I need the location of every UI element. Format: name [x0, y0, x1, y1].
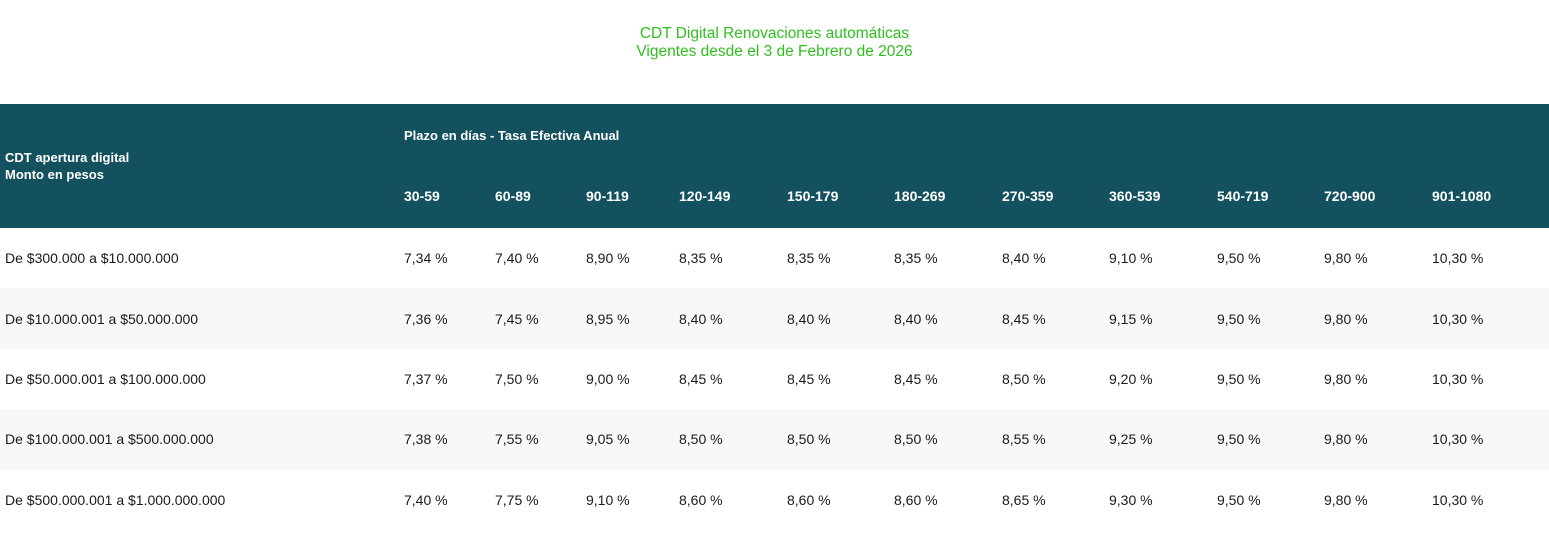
- term-header-cell: 720-900: [1324, 166, 1432, 228]
- rate-cell: 7,38 %: [404, 409, 495, 470]
- term-header-cell: 540-719: [1217, 166, 1324, 228]
- term-header-cell: 180-269: [894, 166, 1002, 228]
- rate-cell: 8,40 %: [894, 288, 1002, 349]
- rate-cell: 7,40 %: [404, 469, 495, 530]
- rate-cell: 9,30 %: [1109, 469, 1217, 530]
- rate-cell: 7,75 %: [495, 469, 586, 530]
- table-row: De $100.000.001 a $500.000.000 7,38 % 7,55…: [0, 409, 1549, 470]
- rate-cell: 8,35 %: [679, 228, 787, 289]
- rate-cell: 8,45 %: [787, 348, 894, 410]
- term-header-row: 30-59 60-89 90-119 120-149 150-179 180-269 270…: [0, 166, 1549, 228]
- rate-cell: 9,50 %: [1217, 409, 1324, 470]
- rate-cell: 8,40 %: [787, 288, 894, 349]
- rate-cell: 9,50 %: [1217, 228, 1324, 289]
- rate-cell: 9,80 %: [1324, 348, 1432, 410]
- table-row: De $300.000 a $10.000.000 7,34 % 7,40 % 8,9…: [0, 228, 1549, 289]
- term-header-cell: 270-359: [1002, 166, 1109, 228]
- term-header-cell: 30-59: [404, 166, 495, 228]
- rate-cell: 10,30 %: [1432, 348, 1549, 410]
- rate-cell: 8,45 %: [894, 348, 1002, 410]
- rate-cell: 9,25 %: [1109, 409, 1217, 470]
- rate-cell: 8,65 %: [1002, 469, 1109, 530]
- cdt-rates-table: CDT apertura digital Monto en pesos Plaz…: [0, 104, 1549, 530]
- rate-cell: 10,30 %: [1432, 409, 1549, 470]
- rate-cell: 7,45 %: [495, 288, 586, 349]
- rate-cell: 9,00 %: [586, 348, 679, 410]
- rate-cell: 8,45 %: [679, 348, 787, 410]
- term-header-cell: 120-149: [679, 166, 787, 228]
- rate-cell: 7,40 %: [495, 228, 586, 289]
- rate-cell: 9,20 %: [1109, 348, 1217, 410]
- rate-cell: 8,90 %: [586, 228, 679, 289]
- rate-cell: 8,35 %: [894, 228, 1002, 289]
- rate-cell: 8,95 %: [586, 288, 679, 349]
- rate-cell: 9,10 %: [586, 469, 679, 530]
- amount-range-cell: De $300.000 a $10.000.000: [0, 228, 404, 289]
- rate-cell: 8,55 %: [1002, 409, 1109, 470]
- rate-cell: 9,50 %: [1217, 469, 1324, 530]
- rate-cell: 10,30 %: [1432, 228, 1549, 289]
- rate-cell: 8,40 %: [679, 288, 787, 349]
- title-line-2: Vigentes desde el 3 de Febrero de 2026: [636, 43, 913, 60]
- amount-header-line-2: Monto en pesos: [5, 167, 104, 182]
- amount-range-cell: De $500.000.001 a $1.000.000.000: [0, 469, 404, 530]
- rate-cell: 8,60 %: [787, 469, 894, 530]
- term-header-cell: 901-1080: [1432, 166, 1549, 228]
- rate-cell: 9,10 %: [1109, 228, 1217, 289]
- page-title: CDT Digital Renovaciones automáticas Vig…: [0, 25, 1549, 61]
- rate-cell: 9,50 %: [1217, 348, 1324, 410]
- title-line-1: CDT Digital Renovaciones automáticas: [639, 25, 910, 42]
- rate-cell: 7,50 %: [495, 348, 586, 410]
- term-header-cell: 360-539: [1109, 166, 1217, 228]
- rate-cell: 8,60 %: [679, 469, 787, 530]
- rate-cell: 10,30 %: [1432, 469, 1549, 530]
- rate-cell: 9,15 %: [1109, 288, 1217, 349]
- rate-cell: 9,80 %: [1324, 228, 1432, 289]
- rate-cell: 8,35 %: [787, 228, 894, 289]
- table-header: CDT apertura digital Monto en pesos Plaz…: [0, 104, 1549, 228]
- rate-cell: 8,50 %: [894, 409, 1002, 470]
- rate-cell: 9,80 %: [1324, 288, 1432, 349]
- rate-cell: 8,60 %: [894, 469, 1002, 530]
- amount-column-header: CDT apertura digital Monto en pesos: [0, 104, 404, 228]
- rate-cell: 8,50 %: [1002, 348, 1109, 410]
- amount-header-line-1: CDT apertura digital: [5, 150, 130, 165]
- table-body: De $300.000 a $10.000.000 7,34 % 7,40 % 8,9…: [0, 228, 1549, 530]
- rate-cell: 9,80 %: [1324, 469, 1432, 530]
- rate-cell: 7,37 %: [404, 348, 495, 410]
- rate-cell: 7,55 %: [495, 409, 586, 470]
- term-group-header: Plazo en días - Tasa Efectiva Anual: [404, 104, 1549, 166]
- table-row: De $50.000.001 a $100.000.000 7,37 % 7,50 …: [0, 348, 1549, 410]
- term-header-cell: 150-179: [787, 166, 894, 228]
- amount-range-cell: De $50.000.001 a $100.000.000: [0, 348, 404, 410]
- term-header-cell: 60-89: [495, 166, 586, 228]
- term-header-cell: 90-119: [586, 166, 679, 228]
- rate-cell: 9,05 %: [586, 409, 679, 470]
- rate-cell: 8,50 %: [679, 409, 787, 470]
- amount-range-cell: De $100.000.001 a $500.000.000: [0, 409, 404, 470]
- table-row: De $500.000.001 a $1.000.000.000 7,40 % 7,…: [0, 469, 1549, 530]
- rate-cell: 8,50 %: [787, 409, 894, 470]
- amount-range-cell: De $10.000.001 a $50.000.000: [0, 288, 404, 349]
- rate-cell: 10,30 %: [1432, 288, 1549, 349]
- table-row: De $10.000.001 a $50.000.000 7,36 % 7,45 %…: [0, 288, 1549, 349]
- rate-cell: 9,50 %: [1217, 288, 1324, 349]
- rate-cell: 8,45 %: [1002, 288, 1109, 349]
- rate-cell: 9,80 %: [1324, 409, 1432, 470]
- rate-cell: 7,34 %: [404, 228, 495, 289]
- rate-cell: 7,36 %: [404, 288, 495, 349]
- rate-cell: 8,40 %: [1002, 228, 1109, 289]
